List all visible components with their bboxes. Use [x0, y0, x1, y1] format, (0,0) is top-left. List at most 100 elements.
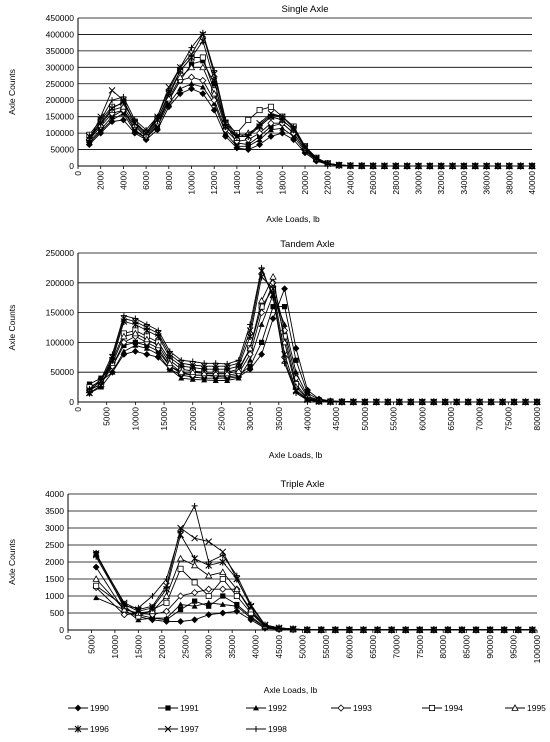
- data-point: [177, 64, 184, 71]
- data-point: [131, 128, 138, 134]
- data-point: [109, 369, 116, 375]
- data-point: [154, 341, 163, 349]
- data-point: [304, 626, 311, 633]
- data-point: [199, 63, 207, 71]
- data-point: [97, 128, 104, 134]
- data-point: [488, 398, 495, 405]
- data-point: [233, 593, 240, 600]
- data-point: [149, 593, 156, 599]
- data-point: [247, 363, 253, 369]
- data-point: [245, 116, 252, 123]
- x-axis-label: Axle Loads, lb: [269, 450, 323, 460]
- x-tick-label: 15000: [133, 635, 143, 659]
- x-tick-label: 20000: [300, 171, 310, 195]
- data-point: [199, 76, 207, 85]
- x-tick-label: 80000: [438, 635, 448, 659]
- y-tick-label: 2000: [45, 557, 64, 567]
- data-point: [177, 528, 184, 535]
- data-point: [132, 315, 139, 322]
- data-point: [346, 626, 353, 633]
- data-point: [219, 576, 226, 583]
- data-point: [176, 90, 184, 98]
- y-tick-label: 200000: [46, 278, 75, 288]
- data-point: [426, 162, 433, 169]
- data-point: [205, 585, 213, 593]
- legend-item-1996: 1996: [68, 724, 109, 734]
- x-tick-label: 14000: [232, 171, 242, 195]
- data-point: [233, 607, 241, 615]
- x-tick-label: 12000: [209, 171, 219, 195]
- data-point: [177, 524, 184, 532]
- data-point: [281, 285, 288, 293]
- data-point: [318, 626, 325, 633]
- legend-label: 1995: [527, 703, 546, 713]
- series-line-1996: [89, 275, 537, 403]
- data-point: [219, 558, 227, 566]
- x-tick-label: 60000: [417, 407, 427, 431]
- data-point: [233, 603, 240, 609]
- data-point: [313, 154, 320, 161]
- data-point: [416, 626, 423, 633]
- series-line-1998: [89, 266, 537, 403]
- data-point: [465, 398, 472, 405]
- data-point: [246, 327, 254, 334]
- y-tick-label: 50000: [50, 145, 74, 155]
- data-point: [267, 112, 274, 119]
- x-tick-label: 55000: [321, 635, 331, 659]
- x-tick-label: 55000: [389, 407, 399, 431]
- data-point: [267, 132, 275, 140]
- data-point: [189, 376, 196, 382]
- data-point: [155, 351, 162, 357]
- chart-title: Single Axle: [281, 4, 328, 15]
- data-point: [517, 162, 524, 169]
- data-point: [487, 626, 494, 633]
- data-point: [256, 129, 264, 137]
- data-point: [396, 398, 403, 405]
- data-point: [270, 294, 277, 301]
- data-point: [529, 626, 536, 633]
- x-tick-label: 22000: [323, 171, 333, 195]
- data-point: [205, 571, 213, 579]
- data-point: [224, 377, 231, 383]
- x-tick-label: 65000: [368, 635, 378, 659]
- data-point: [205, 599, 212, 606]
- legend-label: 1994: [444, 703, 463, 713]
- data-point: [92, 575, 100, 582]
- data-point: [247, 615, 254, 621]
- x-tick-label: 32000: [436, 171, 446, 195]
- data-point: [247, 321, 254, 328]
- x-tick-label: 34000: [459, 171, 469, 195]
- y-tick-label: 0: [69, 397, 74, 407]
- data-point: [219, 552, 226, 559]
- data-point: [86, 138, 93, 145]
- data-point: [210, 89, 218, 97]
- data-point: [92, 563, 100, 571]
- y-tick-label: 3000: [45, 523, 64, 533]
- data-point: [347, 162, 354, 169]
- data-point: [149, 602, 156, 610]
- data-point: [270, 304, 276, 310]
- legend-marker: [165, 705, 171, 711]
- data-point: [407, 398, 414, 405]
- x-tick-label: 10000: [187, 171, 197, 195]
- data-point: [200, 369, 208, 377]
- data-point: [165, 94, 173, 102]
- data-point: [235, 375, 242, 381]
- y-tick-label: 4000: [45, 489, 64, 499]
- data-point: [458, 626, 465, 633]
- chart-2: Triple Axle 0 500 1000 1500 2000 2500 3000 3500 4…: [7, 479, 542, 695]
- legend-marker: [253, 726, 259, 732]
- data-point: [155, 327, 162, 334]
- x-tick-label: 40000: [303, 407, 313, 431]
- x-tick-label: 30000: [414, 171, 424, 195]
- x-tick-label: 90000: [485, 635, 495, 659]
- series-1991: [86, 304, 540, 405]
- data-point: [120, 93, 127, 100]
- data-point: [201, 376, 208, 383]
- x-tick-label: 20000: [188, 407, 198, 431]
- x-axis-label: Axle Loads, lb: [266, 214, 320, 224]
- data-point: [163, 615, 170, 621]
- x-tick-label: 50000: [298, 635, 308, 659]
- y-axis-label: Axle Counts: [7, 305, 17, 351]
